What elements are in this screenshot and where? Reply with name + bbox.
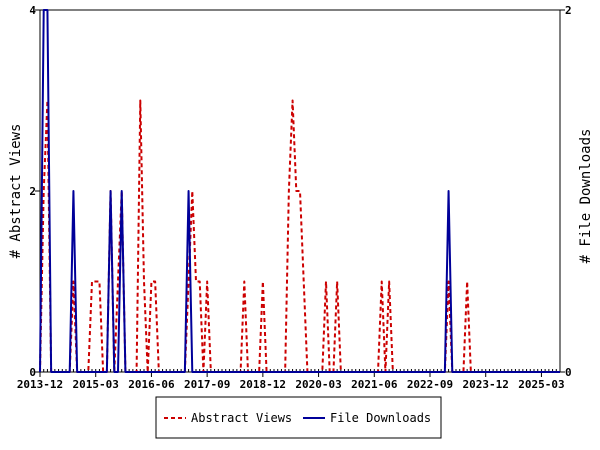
legend: Abstract Views File Downloads [155,396,442,439]
right-axis-ticks: 02 [560,4,572,379]
x-tick-label: 2013-12 [17,378,63,391]
x-tick-label: 2023-12 [463,378,509,391]
left-tick-label: 4 [29,4,36,17]
x-tick-label: 2016-06 [128,378,175,391]
x-tick-label: 2022-09 [407,378,453,391]
right-tick-label: 2 [565,4,572,17]
x-tick-label: 2018-12 [240,378,286,391]
x-tick-label: 2017-09 [184,378,230,391]
legend-label-file-downloads: File Downloads [330,411,431,425]
left-axis-title: # Abstract Views [8,124,24,259]
legend-label-abstract-views: Abstract Views [191,411,292,425]
left-axis-ticks: 0 2 4 [29,4,40,379]
x-tick-label: 2021-06 [351,378,398,391]
right-axis-title: # File Downloads [578,129,594,264]
series-layer [39,9,560,373]
legend-box [155,396,442,439]
x-tick-label: 2015-03 [73,378,119,391]
right-tick-label: 0 [565,366,572,379]
x-axis-ticks: 2013-12 2015-03 2016-06 2017-09 2018-12 2020-… [17,369,565,391]
left-tick-label: 2 [29,185,36,198]
series-line-file-downloads [39,9,560,373]
plot-area-frame [39,9,561,373]
left-tick-label: 0 [29,366,36,379]
x-tick-label: 2025-03 [518,378,564,391]
x-tick-label: 2020-03 [295,378,341,391]
